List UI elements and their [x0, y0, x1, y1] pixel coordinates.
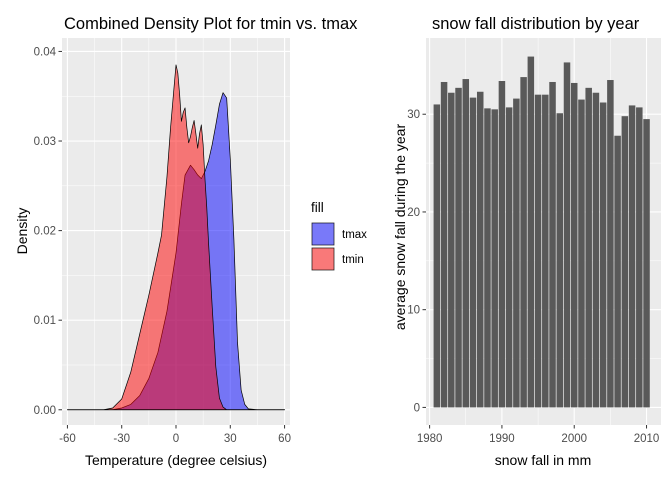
density-x-tick-label: 0 — [173, 433, 179, 445]
snowfall-bars — [433, 56, 650, 408]
legend-swatch-tmin — [311, 247, 335, 271]
legend-label-tmin: tmin — [342, 254, 364, 266]
density-y-tick-label: 0.02 — [34, 226, 56, 238]
snowfall-y-ticks: 0 10 20 30 — [407, 109, 426, 414]
legend-item-tmin: tmin — [311, 247, 364, 271]
snowfall-y-tick-label: 0 — [414, 402, 420, 414]
density-title: Combined Density Plot for tmin vs. tmax — [64, 15, 358, 33]
density-y-tick-label: 0.04 — [34, 46, 57, 58]
snowfall-x-tick-label: 2000 — [561, 433, 587, 445]
bar-1993 — [520, 77, 527, 408]
density-x-tick-label: -30 — [113, 433, 130, 445]
bar-1985 — [462, 79, 470, 408]
bar-1988 — [484, 108, 491, 408]
bar-1998 — [556, 113, 564, 408]
density-panel: -60 -30 0 30 60 0.00 0.01 0.02 0.03 0.04 Combine… — [14, 15, 358, 468]
snowfall-x-ticks: 1980 1990 2000 2010 — [417, 425, 660, 445]
density-y-ticks: 0.00 0.01 0.02 0.03 0.04 — [34, 46, 62, 417]
snowfall-x-tick-label: 2010 — [634, 433, 660, 445]
bar-1999 — [563, 62, 571, 408]
snowfall-y-axis-title: average snow fall during the year — [392, 124, 408, 331]
snowfall-y-tick-label: 30 — [407, 109, 420, 121]
bar-1997 — [549, 81, 556, 408]
legend-item-tmax: tmax — [311, 222, 367, 246]
bar-1995 — [534, 94, 542, 408]
legend-label-tmax: tmax — [342, 229, 367, 241]
bar-2003 — [592, 92, 600, 408]
density-area-tmin — [67, 64, 285, 411]
density-y-axis-title: Density — [14, 208, 30, 255]
bar-2004 — [599, 102, 607, 408]
bar-1982 — [440, 81, 448, 408]
bar-2008 — [628, 105, 636, 408]
bar-2009 — [636, 107, 643, 408]
legend-title: fill — [311, 200, 324, 215]
bar-1992 — [513, 98, 520, 408]
snowfall-x-axis-title: snow fall in mm — [495, 452, 591, 468]
snowfall-panel: 1980 1990 2000 2010 0 10 20 30 snow fall distr… — [392, 15, 661, 468]
density-x-tick-label: 60 — [278, 433, 291, 445]
density-y-tick-label: 0.03 — [34, 136, 56, 148]
bar-1984 — [455, 87, 462, 408]
density-y-tick-label: 0.01 — [34, 315, 56, 327]
bar-2000 — [570, 82, 578, 408]
bar-2001 — [578, 99, 585, 408]
bar-1994 — [527, 56, 535, 408]
density-x-axis-title: Temperature (degree celsius) — [85, 452, 267, 468]
bar-1996 — [542, 94, 549, 408]
bar-1981 — [433, 104, 441, 408]
snowfall-title: snow fall distribution by year — [432, 15, 640, 33]
bar-1986 — [469, 97, 477, 408]
density-x-ticks: -60 -30 0 30 60 — [59, 425, 291, 445]
snowfall-y-tick-label: 20 — [407, 207, 420, 219]
density-areas — [67, 64, 285, 411]
density-y-tick-label: 0.00 — [34, 405, 56, 417]
density-x-tick-label: 30 — [224, 433, 237, 445]
bar-2007 — [621, 116, 629, 408]
bar-1991 — [505, 107, 513, 408]
bar-2006 — [614, 135, 621, 408]
snowfall-x-tick-label: 1980 — [417, 433, 443, 445]
density-legend: fill tmax tmin — [311, 200, 367, 271]
bar-1989 — [491, 109, 498, 408]
legend-swatch-tmax — [311, 222, 335, 246]
density-x-tick-label: -60 — [59, 433, 76, 445]
bar-1990 — [498, 81, 506, 408]
bar-2002 — [585, 87, 592, 408]
bar-1983 — [448, 92, 455, 408]
bar-2005 — [607, 80, 614, 408]
snowfall-y-tick-label: 10 — [407, 305, 420, 317]
bar-1987 — [476, 91, 484, 408]
bar-2010 — [643, 119, 650, 408]
snowfall-x-tick-label: 1990 — [489, 433, 515, 445]
